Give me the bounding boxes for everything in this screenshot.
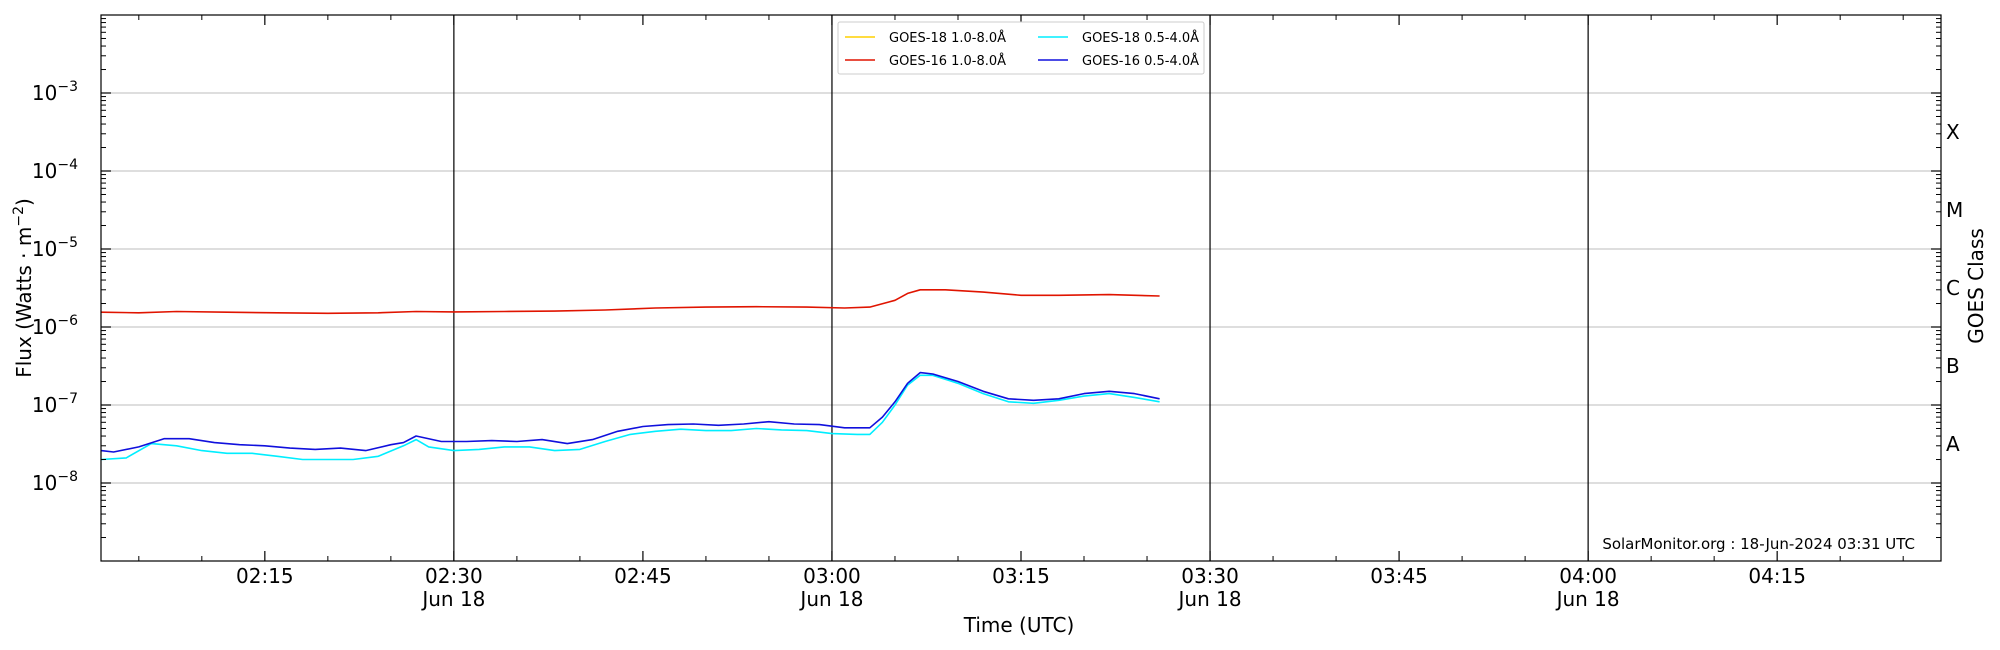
x-tick-label: 02:30	[425, 564, 483, 588]
series-line	[100, 371, 1160, 453]
goes-class-label-m: M	[1946, 198, 1963, 222]
series-line	[100, 374, 1160, 461]
x-tick-label: 04:00	[1559, 564, 1617, 588]
legend-label: GOES-16 0.5-4.0Å	[1082, 53, 1199, 69]
vertical-lines-layer	[453, 15, 1589, 561]
x-tick-sublabel: Jun 18	[1177, 587, 1242, 611]
x-tick-sublabel: Jun 18	[1555, 587, 1620, 611]
goes-class-label-b: B	[1946, 354, 1960, 378]
y-tick-label: 10−4	[32, 157, 78, 183]
x-tick-label: 03:30	[1181, 564, 1239, 588]
series-line	[100, 288, 1160, 315]
x-tick-label: 02:45	[614, 564, 672, 588]
goes-class-axis-title: GOES Class	[1964, 228, 1988, 344]
x-tick-label: 02:15	[236, 564, 294, 588]
legend-label: GOES-16 1.0-8.0Å	[889, 53, 1006, 69]
legend-box	[837, 21, 1205, 75]
x-axis-title: Time (UTC)	[963, 613, 1075, 637]
y-tick-label: 10−5	[32, 235, 78, 261]
series-layer	[100, 288, 1160, 461]
y-tick-label: 10−8	[32, 469, 78, 495]
x-tick-sublabel: Jun 18	[420, 587, 485, 611]
legend-label: GOES-18 1.0-8.0Å	[889, 30, 1006, 46]
y-axis-title: Flux (Watts · m−2)	[11, 198, 36, 378]
x-tick-label: 04:15	[1748, 564, 1806, 588]
grid-layer	[101, 92, 1941, 484]
legend: GOES-18 1.0-8.0Å GOES-18 0.5-4.0Å GOES-16 …	[837, 21, 1205, 75]
goes-class-label-a: A	[1946, 432, 1960, 456]
y-tick-label: 10−6	[32, 313, 78, 339]
goes-class-label-x: X	[1946, 120, 1960, 144]
timestamp-annotation: SolarMonitor.org : 18-Jun-2024 03:31 UTC	[1602, 535, 1915, 553]
x-tick-label: 03:15	[992, 564, 1050, 588]
y-tick-label: 10−3	[32, 79, 78, 105]
x-tick-label: 03:00	[803, 564, 861, 588]
tick-layer	[101, 15, 1941, 561]
legend-label: GOES-18 0.5-4.0Å	[1082, 30, 1199, 46]
x-tick-label: 03:45	[1370, 564, 1428, 588]
y-tick-label: 10−7	[32, 391, 78, 417]
x-tick-sublabel: Jun 18	[798, 587, 863, 611]
plot-frame	[100, 14, 1942, 562]
goes-class-label-c: C	[1946, 276, 1960, 300]
